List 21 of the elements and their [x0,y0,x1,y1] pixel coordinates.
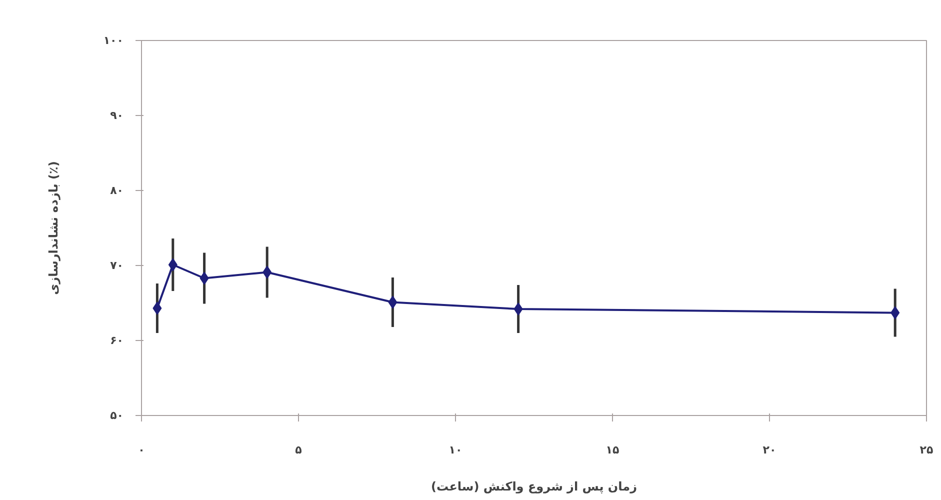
point [152,302,162,315]
point [200,272,209,285]
x-tick-label: ۱۰ [448,444,462,456]
y-tick-label: ۵۰ [110,409,124,422]
y-tick-label: ۱۰۰ [103,34,124,47]
y-tick-label: ۹۰ [110,109,124,122]
point [262,266,272,279]
y-tick-label: ۶۰ [110,334,124,347]
point [890,306,900,320]
point [388,296,398,309]
x-axis-title: زمان پس از شروع واکنش (ساعت) [431,480,638,494]
x-tick-label: ۰ [138,444,145,456]
x-tick-label: ۱۵ [606,444,620,456]
x-tick-label: ۵ [295,444,302,456]
x-tick-label: ۲۰ [762,444,776,456]
x-tick-label: ۲۵ [920,444,934,456]
y-tick-label: ۸۰ [110,184,124,197]
y-axis-title: بازده نشاندارسازی (٪) [46,161,60,295]
point [514,302,523,316]
y-tick-label: ۷۰ [110,259,124,272]
point [168,258,178,272]
